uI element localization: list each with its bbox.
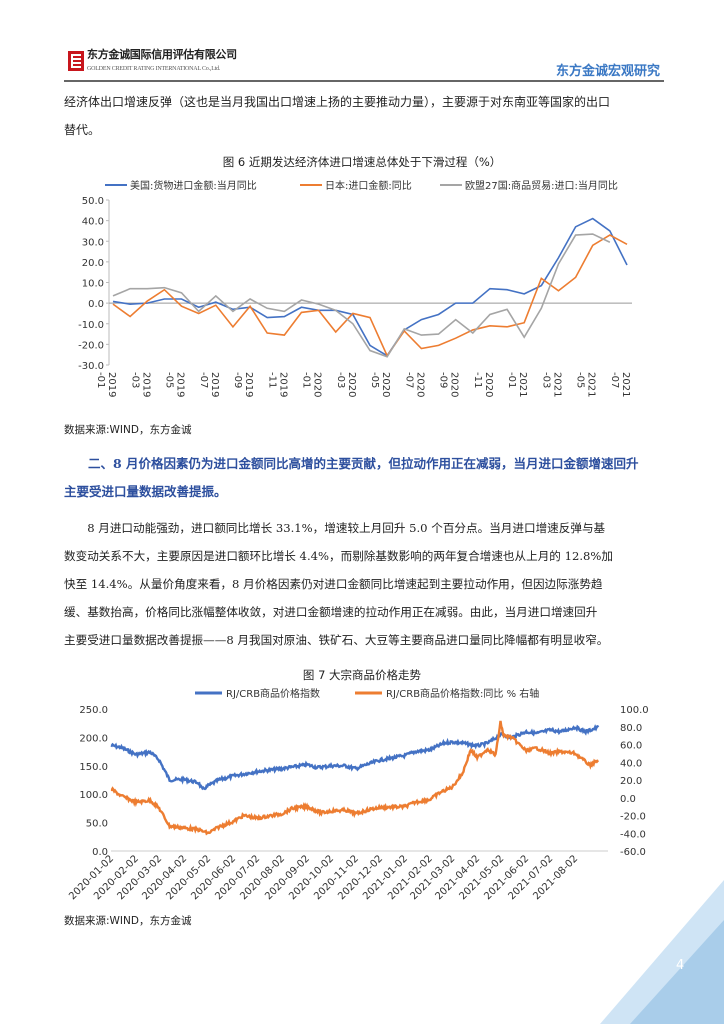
legend-label: 美国:货物进口金额:当月同比 <box>130 179 257 192</box>
text-line: 数变动关系不大，主要原因是进口额环比增长 4.4%，而剔除基数影响的两年复合增速… <box>64 549 614 563</box>
y-tick-label: 100.0 <box>79 790 108 801</box>
series-line <box>110 724 600 791</box>
x-tick-label: 2019-05 <box>164 372 186 397</box>
figure6-chart: 美国:货物进口金额:当月同比 日本:进口金额:同比 欧盟27国:商品贸易:进口:当月… <box>78 179 632 397</box>
legend-label: RJ/CRB商品价格指数:同比 % 右轴 <box>386 687 539 700</box>
y-tick-label: 0.0 <box>88 299 104 310</box>
y-tick-label: 0.0 <box>92 847 108 858</box>
company-logo-icon <box>68 51 84 71</box>
y-tick-label: 30.0 <box>82 237 104 248</box>
y-tick-label: 200.0 <box>79 733 108 744</box>
text-line: 8 月进口动能强劲，进口额同比增长 33.1%，增速较上月回升 5.0 个百分点… <box>64 521 606 535</box>
x-tick-label: 2020-09 <box>438 372 460 397</box>
x-tick-label: 2021-01 <box>506 372 528 397</box>
y2-tick-label: 100.0 <box>620 705 649 716</box>
body-paragraph: 8 月进口动能强劲，进口额同比增长 33.1%，增速较上月回升 5.0 个百分点… <box>64 514 684 654</box>
text-line: 快至 14.4%。从量价角度来看，8 月价格因素仍对进口金额同比增速起到主要拉动… <box>64 577 603 591</box>
x-tick-label: 2019-09 <box>232 372 254 397</box>
y-tick-label: -30.0 <box>78 361 104 372</box>
figure6-source: 数据来源:WIND，东方金诚 <box>64 424 192 436</box>
series-line <box>112 217 628 357</box>
y2-tick-label: -60.0 <box>620 847 646 858</box>
text-line: 主要受进口量数据改善提振——8 月我国对原油、铁矿石、大豆等主要商品进口量同比降… <box>64 633 609 647</box>
y-tick-label: 20.0 <box>82 258 104 269</box>
figure6-title: 图 6 近期发达经济体进口增速总体处于下滑过程（%） <box>222 155 502 169</box>
legend-label: 日本:进口金额:同比 <box>325 179 412 192</box>
x-tick-label: 2019-07 <box>198 372 220 397</box>
x-tick-label: 2021-05 <box>575 372 597 397</box>
x-tick-label: 2020-01 <box>301 372 323 397</box>
heading-line: 主要受进口量数据改善提振。 <box>64 484 227 499</box>
x-tick-label: 2020-05 <box>369 372 391 397</box>
figure7-title: 图 7 大宗商品价格走势 <box>302 668 422 682</box>
y-tick-label: 50.0 <box>82 196 104 207</box>
y2-tick-label: 20.0 <box>620 776 642 787</box>
y2-tick-label: -20.0 <box>620 812 646 823</box>
section-heading: 二、8 月价格因素仍为进口金额同比高增的主要贡献，但拉动作用正在减弱，当月进口金… <box>64 450 684 506</box>
x-tick-label: 2019-11 <box>266 372 288 397</box>
intro-paragraph: 经济体出口增速反弹（这也是当月我国出口增速上扬的主要推动力量），主要源于对东南亚… <box>64 88 684 144</box>
y2-tick-label: 80.0 <box>620 723 642 734</box>
x-tick-label: 2021-03 <box>540 372 562 397</box>
figure7-source: 数据来源:WIND，东方金诚 <box>64 915 192 927</box>
legend-label: RJ/CRB商品价格指数 <box>226 687 320 700</box>
x-tick-label: 2020-11 <box>472 372 494 397</box>
series-line <box>110 720 599 836</box>
heading-line: 二、8 月价格因素仍为进口金额同比高增的主要贡献，但拉动作用正在减弱，当月进口金… <box>88 456 639 471</box>
x-tick-label: 2021-08-02 <box>531 853 580 902</box>
y-tick-label: 40.0 <box>82 217 104 228</box>
report-brand: 东方金诚宏观研究 <box>555 64 660 79</box>
series-line <box>112 234 628 358</box>
y2-tick-label: -40.0 <box>620 829 646 840</box>
y-tick-label: 10.0 <box>82 279 104 290</box>
y2-tick-label: 60.0 <box>620 741 642 752</box>
y2-tick-label: 0.0 <box>620 794 636 805</box>
company-name: 东方金诚国际信用评估有限公司 <box>87 48 237 61</box>
x-tick-label: 2020-03 <box>335 372 357 397</box>
x-tick-label: 2019-03 <box>129 372 151 397</box>
x-tick-label: 2020-07 <box>403 372 425 397</box>
page-number: 4 <box>676 958 685 973</box>
y-tick-label: 50.0 <box>86 819 108 830</box>
y-tick-label: -20.0 <box>78 340 104 351</box>
text-line: 经济体出口增速反弹（这也是当月我国出口增速上扬的主要推动力量），主要源于对东南亚… <box>64 95 611 109</box>
corner-decoration <box>600 880 724 1024</box>
x-tick-label: 2021-07 <box>609 372 631 397</box>
text-line: 缓、基数抬高，价格同比涨幅整体收敛，对进口金额增速的拉动作用正在减弱。由此，当月… <box>64 605 598 619</box>
figure7-chart: RJ/CRB商品价格指数 RJ/CRB商品价格指数:同比 % 右轴 250.0 200… <box>67 687 649 902</box>
y-tick-label: 250.0 <box>79 705 108 716</box>
series-line <box>112 233 611 358</box>
company-name-en: GOLDEN CREDIT RATING INTERNATIONAL Co.,L… <box>87 66 221 72</box>
y-tick-label: -10.0 <box>78 320 104 331</box>
x-tick-label: 2019-01 <box>95 372 117 397</box>
text-line: 替代。 <box>64 123 101 137</box>
y-tick-label: 150.0 <box>79 762 108 773</box>
header-divider <box>64 80 664 82</box>
y2-tick-label: 40.0 <box>620 758 642 769</box>
legend-label: 欧盟27国:商品贸易:进口:当月同比 <box>465 179 618 192</box>
